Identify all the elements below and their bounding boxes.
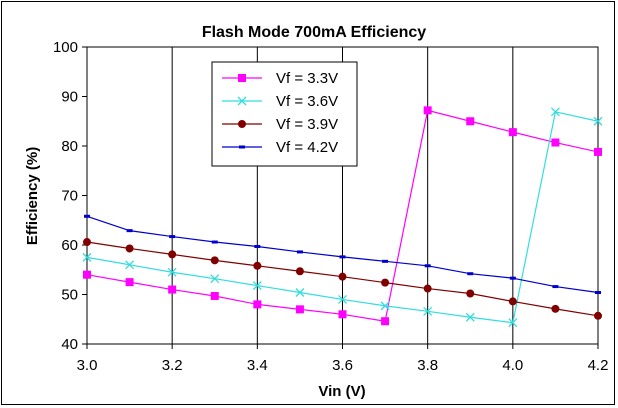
x-tick-label: 4.0 [502, 357, 523, 374]
x-tick-label: 3.4 [247, 357, 268, 374]
data-point [594, 147, 602, 156]
legend-box [211, 61, 358, 167]
y-tick-label: 70 [61, 188, 78, 205]
data-point [296, 250, 303, 254]
data-point [595, 291, 601, 295]
y-tick-label: 80 [61, 138, 78, 155]
data-point [550, 107, 560, 117]
data-point [254, 244, 261, 248]
legend-label: Vf = 3.9V [276, 116, 338, 133]
data-point [551, 138, 560, 147]
y-axis: 40 50 60 70 80 90 100 [53, 39, 87, 353]
legend-entry: Vf = 3.6V [222, 93, 338, 110]
data-point [126, 229, 133, 233]
data-point [508, 297, 517, 306]
chart-title: Flash Mode 700mA Efficiency [202, 24, 426, 41]
data-point [83, 238, 91, 247]
data-point [339, 255, 346, 259]
legend-label: Vf = 3.6V [276, 93, 338, 110]
data-point [509, 276, 516, 280]
data-point [465, 312, 475, 322]
series-1 [83, 106, 602, 326]
data-point [253, 261, 262, 270]
data-point [125, 260, 135, 270]
data-point [467, 272, 474, 276]
data-point [466, 289, 475, 298]
data-point [466, 117, 475, 126]
legend-label: Vf = 4.2V [276, 139, 338, 156]
data-point [423, 306, 433, 316]
data-point [423, 106, 432, 115]
legend-marker [237, 96, 247, 106]
legend-marker [238, 120, 246, 128]
x-tick-label: 3.6 [332, 357, 353, 374]
x-tick-label: 4.2 [588, 357, 609, 374]
data-point [125, 278, 134, 287]
data-point [382, 259, 389, 263]
data-point [253, 300, 262, 309]
data-point [338, 294, 347, 304]
data-point [210, 256, 219, 265]
data-point [338, 272, 347, 281]
data-point [295, 288, 305, 297]
data-point [423, 284, 432, 293]
data-point [424, 264, 431, 268]
legend-entry: Vf = 3.3V [222, 70, 338, 87]
legend-entry: Vf = 3.9V [222, 116, 338, 133]
data-point [125, 244, 134, 253]
x-tick-label: 3.0 [77, 357, 98, 374]
series-2 [82, 107, 603, 328]
data-point [380, 301, 390, 311]
data-point [82, 252, 92, 262]
legend-marker [239, 145, 245, 149]
data-point [252, 281, 262, 291]
y-tick-label: 60 [61, 237, 78, 254]
data-point [295, 305, 304, 314]
y-tick-label: 50 [61, 287, 78, 304]
y-axis-title: Efficiency (%) [24, 147, 41, 245]
data-point [338, 310, 347, 319]
data-point [167, 267, 177, 277]
legend-label: Vf = 3.3V [276, 70, 338, 87]
y-tick-label: 40 [61, 336, 78, 353]
y-tick-label: 90 [61, 89, 78, 106]
data-point [210, 291, 219, 300]
data-point [211, 240, 218, 244]
data-point [594, 311, 602, 320]
legend: Vf = 3.3V Vf = 3.6V Vf = 3.9V Vf = 4.2V [211, 61, 358, 167]
data-point [551, 304, 560, 313]
data-point [381, 317, 390, 326]
data-point [381, 278, 390, 287]
series-4 [84, 214, 601, 295]
series-group [82, 106, 603, 328]
data-point [168, 285, 177, 294]
x-tick-label: 3.2 [162, 357, 183, 374]
data-point [508, 128, 517, 137]
data-point [84, 214, 90, 218]
legend-marker [238, 74, 246, 82]
data-point [593, 116, 603, 126]
legend-entry: Vf = 4.2V [222, 139, 338, 156]
data-point [295, 267, 304, 276]
y-tick-label: 100 [53, 39, 78, 56]
data-point [210, 274, 220, 284]
data-point [508, 318, 518, 328]
x-axis-title: Vin (V) [318, 383, 365, 400]
data-point [168, 250, 177, 259]
x-tick-label: 3.8 [417, 357, 438, 374]
data-point [83, 270, 91, 279]
x-axis: 3.0 3.2 3.4 3.6 3.8 4.0 4.2 [77, 344, 609, 374]
series-3 [83, 238, 602, 320]
data-point [552, 285, 559, 289]
data-point [169, 235, 176, 239]
